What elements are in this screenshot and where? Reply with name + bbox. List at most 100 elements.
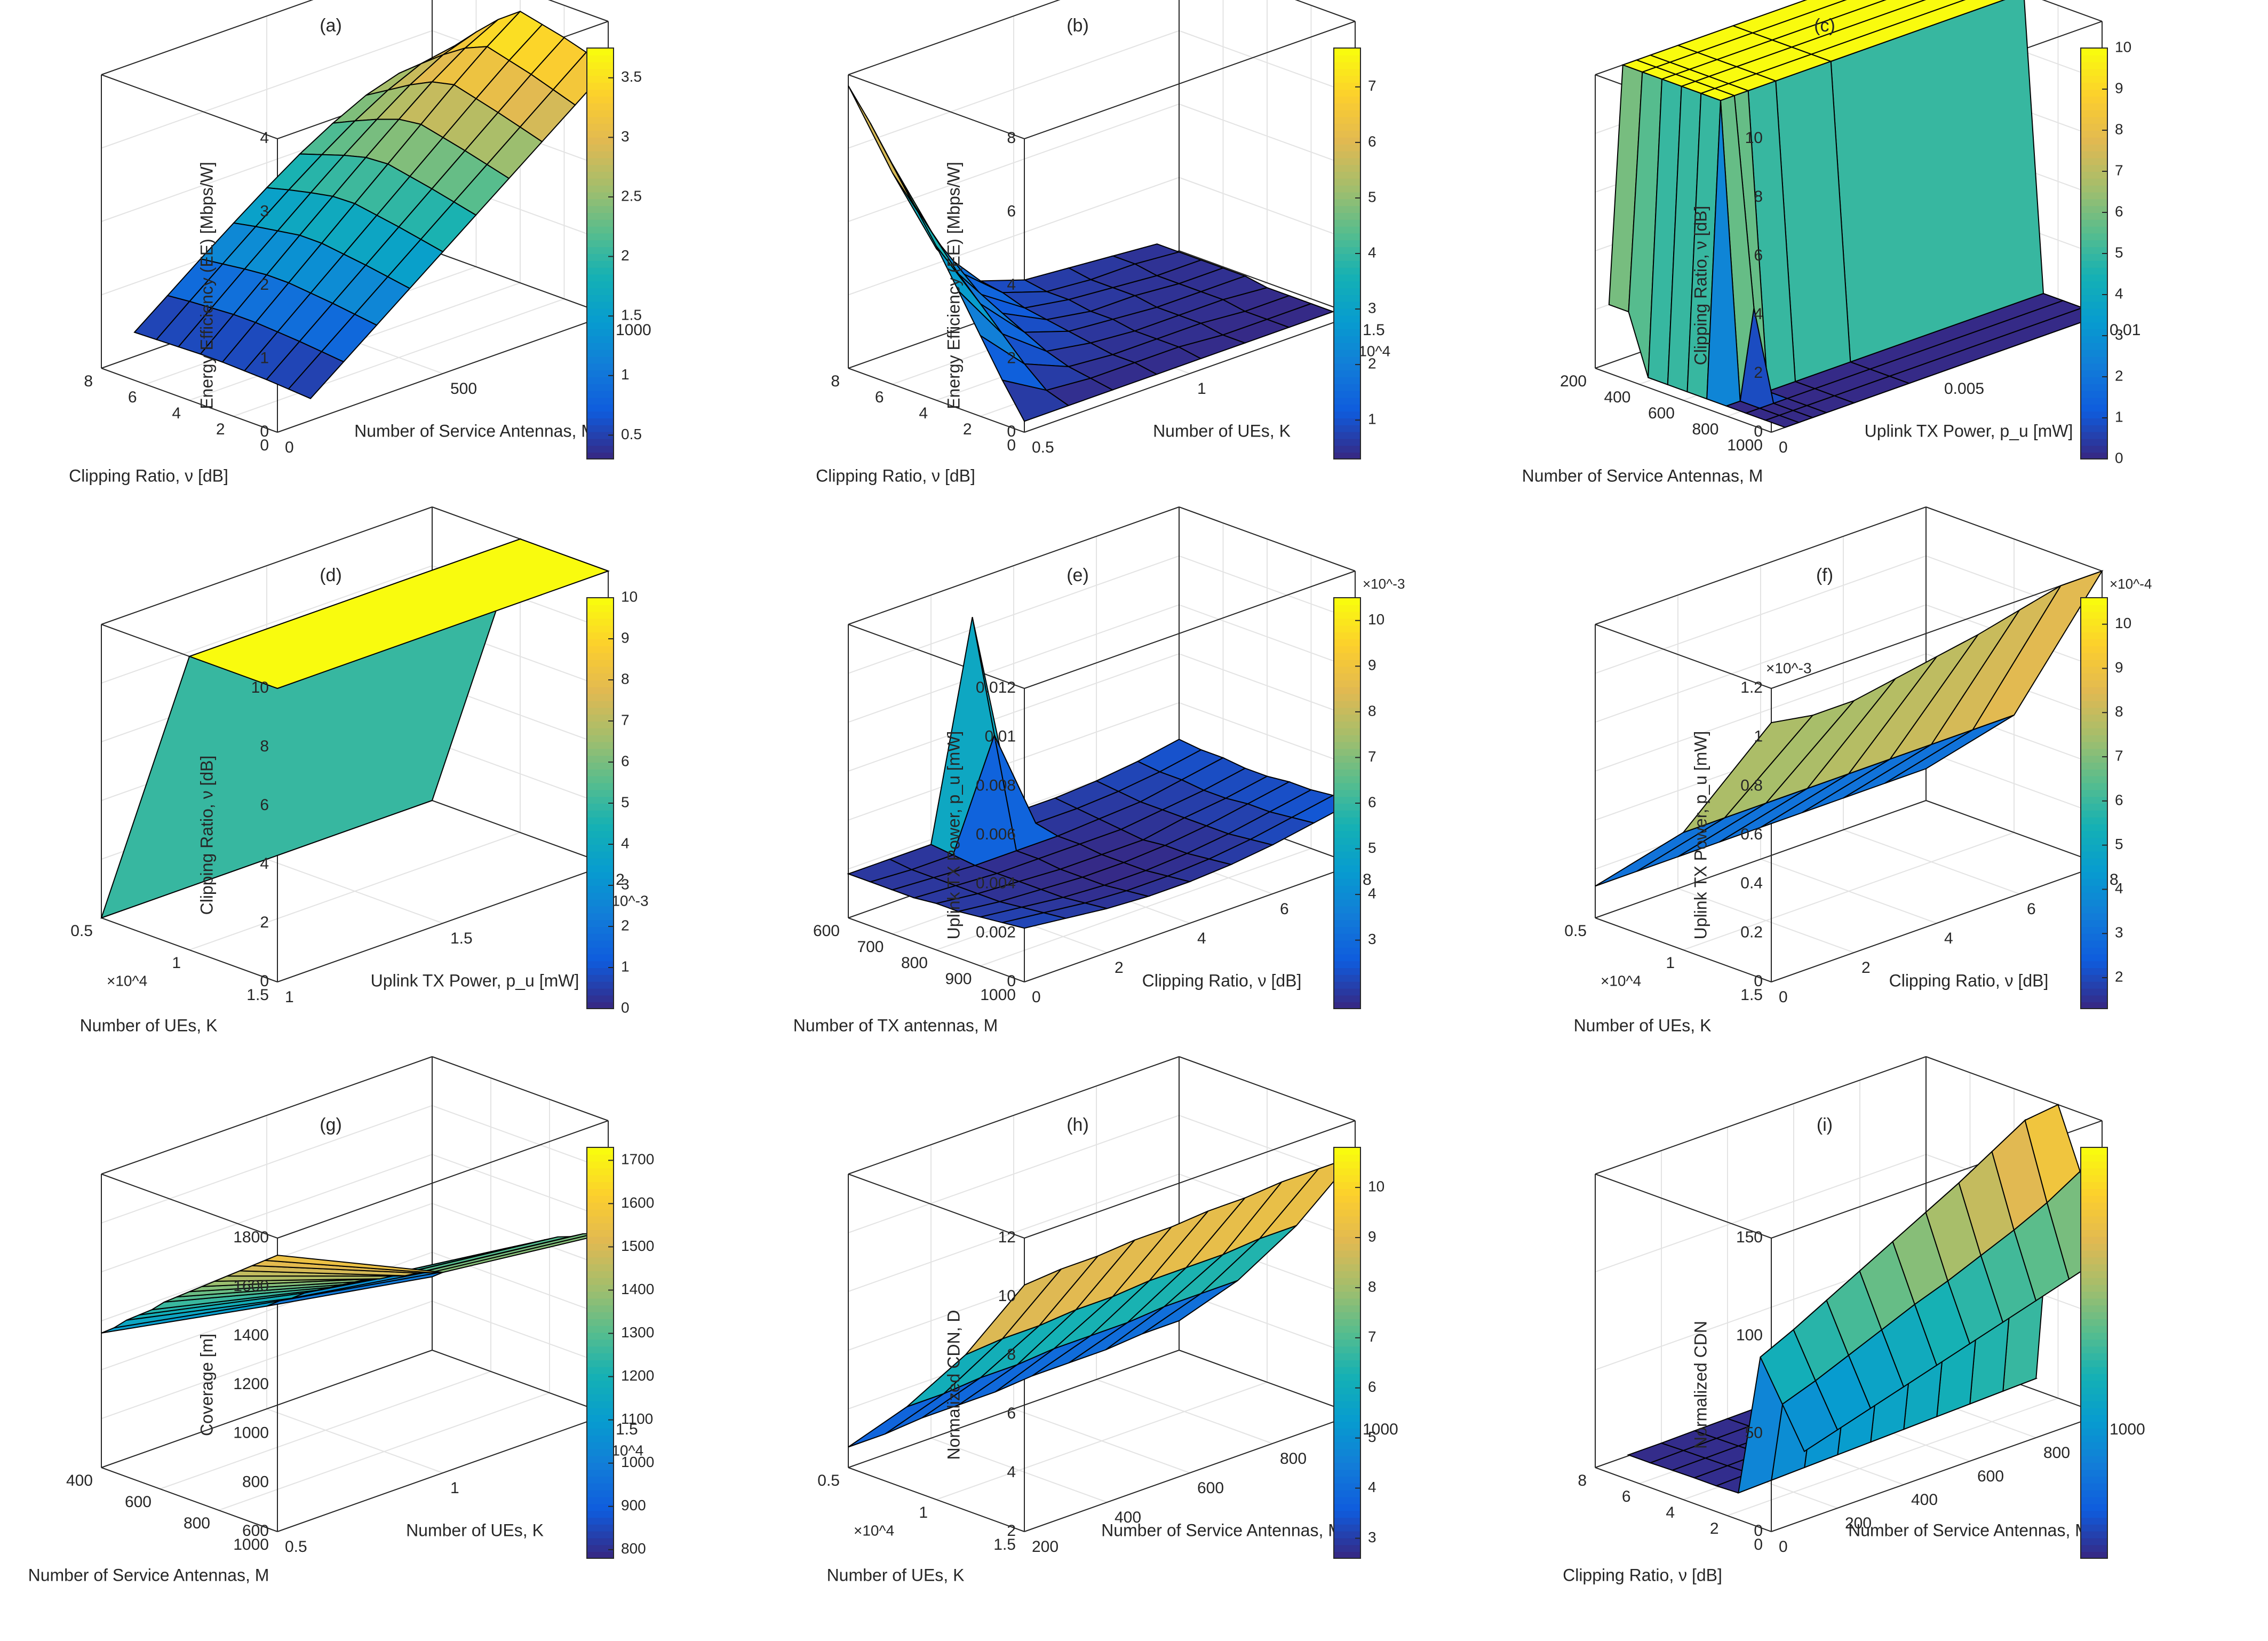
x-exponent-label: ×10^4: [107, 972, 147, 989]
colorbar-band: [587, 390, 614, 398]
y-tick-label: 0.01: [2110, 321, 2140, 339]
colorbar-tick-label: 3: [1368, 931, 1376, 947]
colorbar-band: [587, 1510, 614, 1518]
colorbar-band: [1334, 611, 1360, 619]
ticks-f: 0 0.2 0.4 0.6 0.8 1 1.2 1.5 1 0.5 0 2 4 6 8 ×10^4 ×10^-3: [1564, 660, 2118, 1006]
colorbar-band: [587, 885, 614, 893]
colorbar-band: [1334, 940, 1360, 948]
colorbar-band: [2081, 123, 2107, 131]
colorbar-c: 0 1 2 3 4 5 6 7 8 9 10: [2080, 38, 2131, 466]
colorbar-band: [587, 1209, 614, 1217]
colorbar-tick-label: 800: [621, 1540, 646, 1557]
colorbar-band: [1334, 48, 1360, 56]
colorbar-band: [587, 1312, 614, 1319]
colorbar-band: [1334, 1455, 1360, 1463]
colorbar-band: [2081, 1476, 2107, 1484]
y-tick-label: 500: [450, 380, 477, 398]
colorbar-band: [1334, 1414, 1360, 1422]
axis-edge: [848, 624, 1025, 689]
colorbar-band: [587, 1544, 614, 1552]
colorbar-band: [1334, 680, 1360, 687]
z-gridline: [848, 1056, 1356, 1175]
colorbar-band: [587, 233, 614, 241]
colorbar-band: [1334, 1188, 1360, 1196]
colorbar-band: [587, 1421, 614, 1429]
colorbar-band: [1334, 1257, 1360, 1265]
colorbar-band: [2081, 686, 2107, 694]
colorbar-band: [2081, 926, 2107, 934]
colorbar-band: [1334, 212, 1360, 220]
y-axis-label: Number of Service Antennas, M: [1848, 1520, 2089, 1540]
colorbar-band: [2081, 137, 2107, 145]
colorbar-band: [587, 871, 614, 879]
x-axis-label: Number of Service Antennas, M: [28, 1565, 269, 1584]
colorbar-tick-label: 2: [621, 917, 630, 933]
colorbar-band: [1334, 789, 1360, 797]
colorbar-band: [587, 645, 614, 653]
z-tick-label: 8: [260, 738, 269, 755]
z-tick-label: 2: [1007, 349, 1016, 367]
y-tick-label: 400: [1911, 1491, 1938, 1509]
colorbar-band: [587, 1455, 614, 1463]
colorbar-band: [587, 693, 614, 701]
colorbar-band: [587, 816, 614, 825]
colorbar-band: [587, 274, 614, 282]
colorbar-band: [587, 700, 614, 708]
colorbar-band: [1334, 673, 1360, 680]
colorbar-band: [1334, 1332, 1360, 1340]
colorbar-band: [2081, 308, 2107, 316]
colorbar-band: [587, 1551, 614, 1559]
colorbar-band: [1334, 1469, 1360, 1477]
x-tick-label: 0: [1007, 437, 1016, 454]
colorbar-band: [2081, 1202, 2107, 1210]
y-axis-label: Clipping Ratio, ν [dB]: [1142, 971, 1302, 990]
colorbar-band: [1334, 748, 1360, 756]
colorbar-band: [1334, 659, 1360, 667]
z-tick-label: 6: [1754, 247, 1763, 264]
colorbar-band: [1334, 1544, 1360, 1552]
colorbar-band: [1334, 618, 1360, 626]
colorbar-band: [2081, 68, 2107, 76]
subplot-title: (d): [320, 565, 342, 585]
surface-d: [100, 538, 610, 919]
colorbar-band: [1334, 878, 1360, 886]
colorbar-band: [2081, 1435, 2107, 1442]
colorbar-band: [1334, 816, 1360, 825]
colorbar-band: [1334, 82, 1360, 90]
axis-edge: [848, 74, 1025, 139]
colorbar-band: [2081, 1373, 2107, 1381]
colorbar-band: [587, 1353, 614, 1360]
z-tick-label: 0.8: [1740, 776, 1763, 794]
subplot-title: (c): [1814, 15, 1835, 36]
colorbar-band: [587, 1496, 614, 1504]
colorbar-band: [1334, 734, 1360, 742]
colorbar-band: [1334, 1277, 1360, 1285]
colorbar-band: [1334, 301, 1360, 309]
subplot-title: (a): [320, 15, 342, 36]
colorbar-band: [2081, 639, 2107, 646]
colorbar-band: [2081, 693, 2107, 701]
y-tick-label: 1: [1197, 380, 1206, 398]
colorbar-band: [2081, 1291, 2107, 1299]
colorbar-band: [1334, 171, 1360, 179]
colorbar-band: [1334, 1236, 1360, 1244]
colorbar-band: [2081, 1002, 2107, 1009]
colorbar-band: [1334, 226, 1360, 234]
colorbar-band: [587, 1243, 614, 1251]
colorbar-band: [1334, 404, 1360, 412]
x-tick-label: 4: [172, 405, 181, 422]
colorbar-band: [2081, 611, 2107, 619]
colorbar-band: [1334, 639, 1360, 646]
colorbar-band: [2081, 652, 2107, 660]
colorbar-band: [1334, 1298, 1360, 1306]
colorbar-band: [1334, 810, 1360, 818]
colorbar-band: [1334, 1243, 1360, 1251]
colorbar-band: [2081, 1223, 2107, 1230]
colorbar-band: [587, 865, 614, 873]
colorbar-band: [587, 680, 614, 687]
colorbar-band: [2081, 919, 2107, 927]
colorbar-band: [587, 1182, 614, 1189]
z-axis-label: Clipping Ratio, ν [dB]: [1691, 206, 1710, 366]
colorbar-tick-label: 5: [2115, 836, 2123, 852]
